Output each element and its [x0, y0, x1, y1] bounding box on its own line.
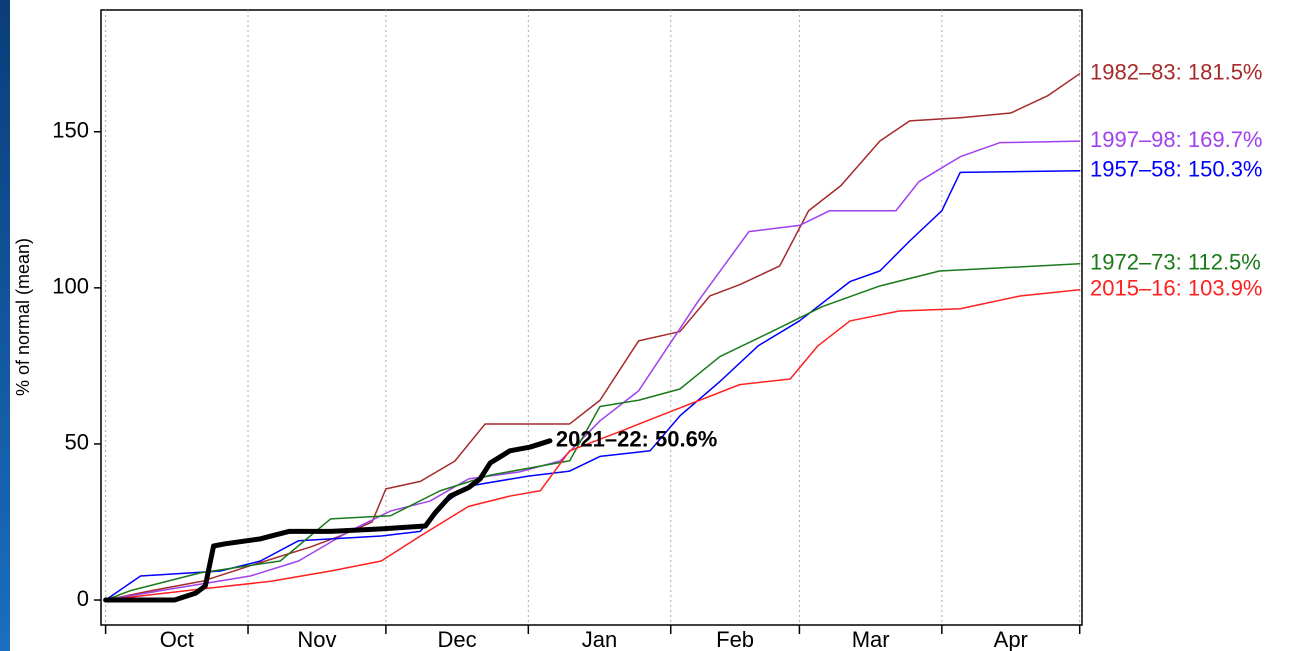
line: [104, 140, 1081, 601]
series-label: 1982–83: 181.5%: [1090, 59, 1263, 84]
x-tick-label: Mar: [852, 627, 890, 651]
series-label: 2021–22: 50.6%: [556, 427, 717, 452]
line: [103, 438, 553, 603]
x-tick-label: Dec: [438, 627, 477, 651]
y-tick-label: 50: [65, 430, 89, 455]
y-tick-label: 100: [52, 274, 89, 299]
line: [104, 263, 1081, 601]
x-tick-label: Feb: [716, 627, 754, 651]
line: [104, 288, 1081, 601]
x-tick-label: Nov: [297, 627, 336, 651]
y-tick-label: 150: [52, 118, 89, 143]
series-label: 1997–98: 169.7%: [1090, 127, 1263, 152]
y-tick-label: 0: [77, 586, 89, 611]
line: [104, 72, 1081, 601]
series-label: 2015–16: 103.9%: [1090, 276, 1263, 301]
y-axis-label: % of normal (mean): [13, 238, 33, 396]
x-tick-label: Apr: [994, 627, 1028, 651]
x-tick-label: Oct: [160, 627, 194, 651]
plot-frame: [100, 9, 1083, 626]
series-label: 1972–73: 112.5%: [1090, 250, 1261, 275]
line: [104, 170, 1081, 601]
series-label: 1957–58: 150.3%: [1090, 157, 1263, 182]
x-tick-label: Jan: [582, 627, 617, 651]
side-strip: [0, 0, 10, 651]
